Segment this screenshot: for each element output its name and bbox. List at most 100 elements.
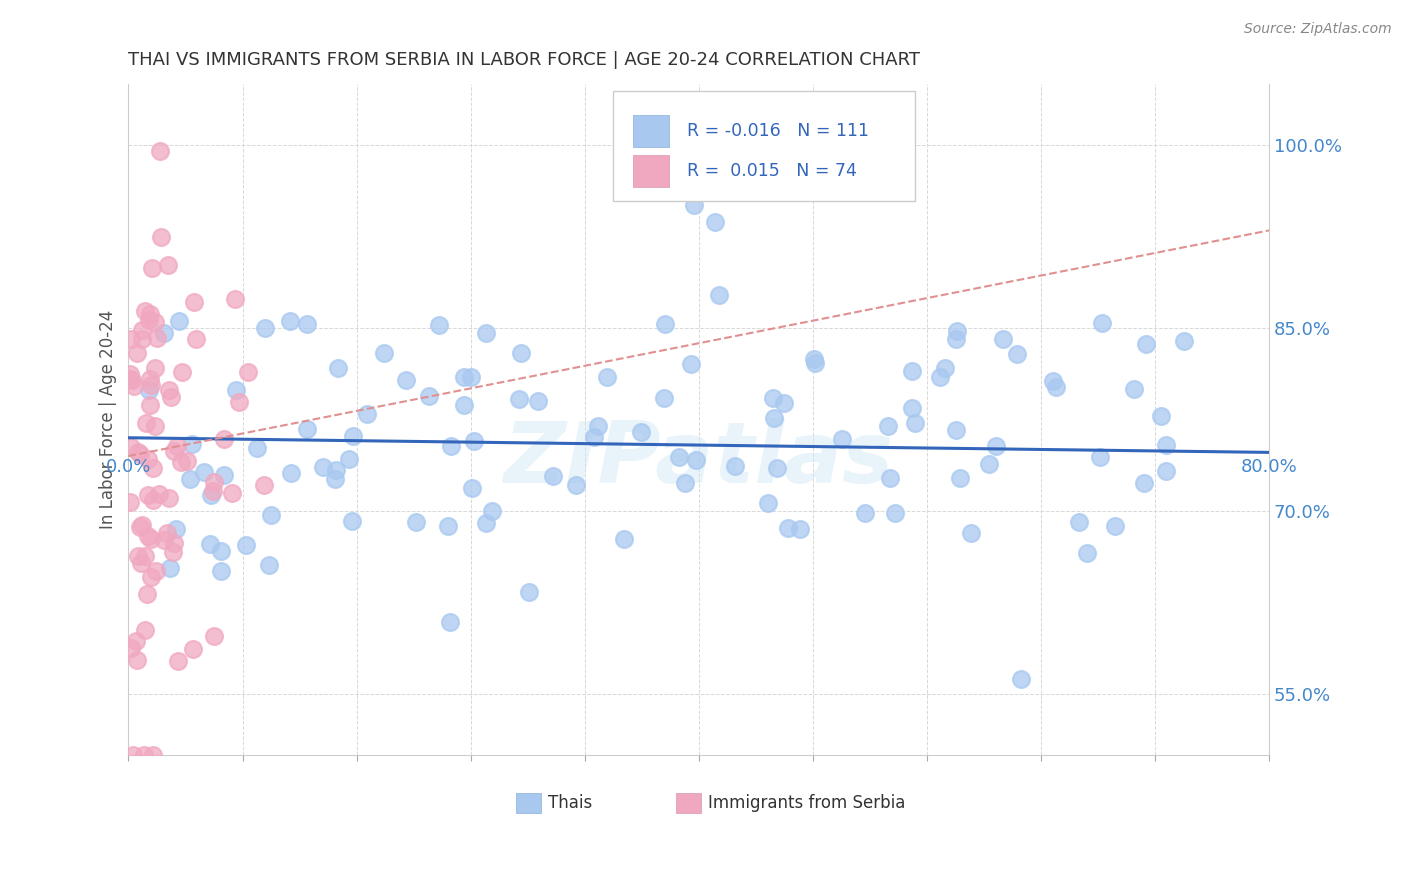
Point (167, 314, 190, 328)
Point (198, 537, 221, 551)
Point (172, 365, 194, 379)
Point (1154, 438, 1177, 452)
Point (770, 296, 793, 310)
Point (202, 475, 225, 490)
Point (193, 465, 215, 479)
Point (280, 466, 302, 480)
Point (297, 317, 319, 331)
Point (904, 416, 927, 430)
Point (541, 469, 564, 483)
Point (235, 538, 257, 552)
FancyBboxPatch shape (613, 91, 915, 202)
Point (945, 423, 967, 437)
Point (212, 432, 235, 446)
Point (596, 370, 619, 384)
Point (120, 332, 142, 346)
Point (139, 307, 162, 321)
Point (877, 418, 900, 433)
Point (297, 422, 319, 436)
Point (339, 451, 361, 466)
Point (160, 390, 183, 404)
Point (236, 365, 259, 379)
Point (683, 198, 706, 212)
Point (209, 544, 232, 558)
Bar (516, 793, 541, 814)
Point (176, 454, 198, 468)
Point (778, 521, 800, 535)
Point (977, 457, 1000, 471)
Point (245, 441, 267, 455)
Point (440, 439, 463, 453)
Point (395, 373, 418, 387)
Point (253, 321, 276, 335)
Point (772, 396, 794, 410)
Point (946, 325, 969, 339)
Point (437, 519, 460, 533)
Point (142, 747, 165, 762)
Point (139, 532, 162, 546)
Point (1067, 515, 1090, 529)
Point (166, 439, 188, 453)
Point (326, 360, 349, 375)
Text: 80.0%: 80.0% (1240, 458, 1298, 476)
Point (169, 454, 191, 468)
Point (278, 314, 301, 328)
Point (804, 356, 827, 370)
Point (120, 640, 142, 655)
Point (762, 391, 785, 405)
Point (156, 258, 179, 272)
Point (134, 304, 156, 318)
Point (209, 564, 232, 578)
Point (685, 452, 707, 467)
Point (325, 463, 347, 477)
Point (789, 522, 811, 536)
Point (181, 642, 204, 657)
Point (135, 416, 157, 430)
Point (418, 389, 440, 403)
Point (945, 332, 967, 346)
Point (1076, 546, 1098, 560)
Point (257, 558, 280, 572)
Point (150, 230, 173, 244)
Point (1135, 337, 1157, 351)
Point (831, 432, 853, 446)
Point (770, 223, 793, 237)
Point (138, 383, 160, 397)
Point (146, 331, 169, 345)
Point (139, 398, 162, 412)
Point (201, 484, 224, 499)
Point (118, 371, 141, 385)
Point (153, 326, 176, 340)
Point (517, 584, 540, 599)
Text: Thais: Thais (548, 794, 592, 812)
Text: R = -0.016   N = 111: R = -0.016 N = 111 (688, 122, 869, 140)
Point (162, 545, 184, 559)
Point (884, 506, 907, 520)
Point (156, 526, 179, 541)
Point (141, 261, 163, 276)
Point (681, 357, 703, 371)
Point (122, 747, 145, 762)
Point (145, 564, 167, 578)
Point (228, 394, 250, 409)
Bar (633, 115, 669, 147)
Point (613, 532, 636, 546)
Point (1088, 450, 1111, 464)
Point (157, 383, 180, 397)
Point (654, 317, 676, 331)
Point (134, 623, 156, 637)
Point (453, 398, 475, 412)
Point (118, 367, 141, 381)
Point (125, 345, 148, 359)
Point (128, 446, 150, 460)
Point (564, 477, 586, 491)
Point (1104, 519, 1126, 533)
Point (439, 615, 461, 630)
Point (323, 472, 346, 486)
Point (138, 313, 160, 327)
Point (120, 494, 142, 508)
Point (474, 326, 496, 341)
Point (1122, 382, 1144, 396)
Point (212, 467, 235, 482)
Point (132, 747, 155, 762)
